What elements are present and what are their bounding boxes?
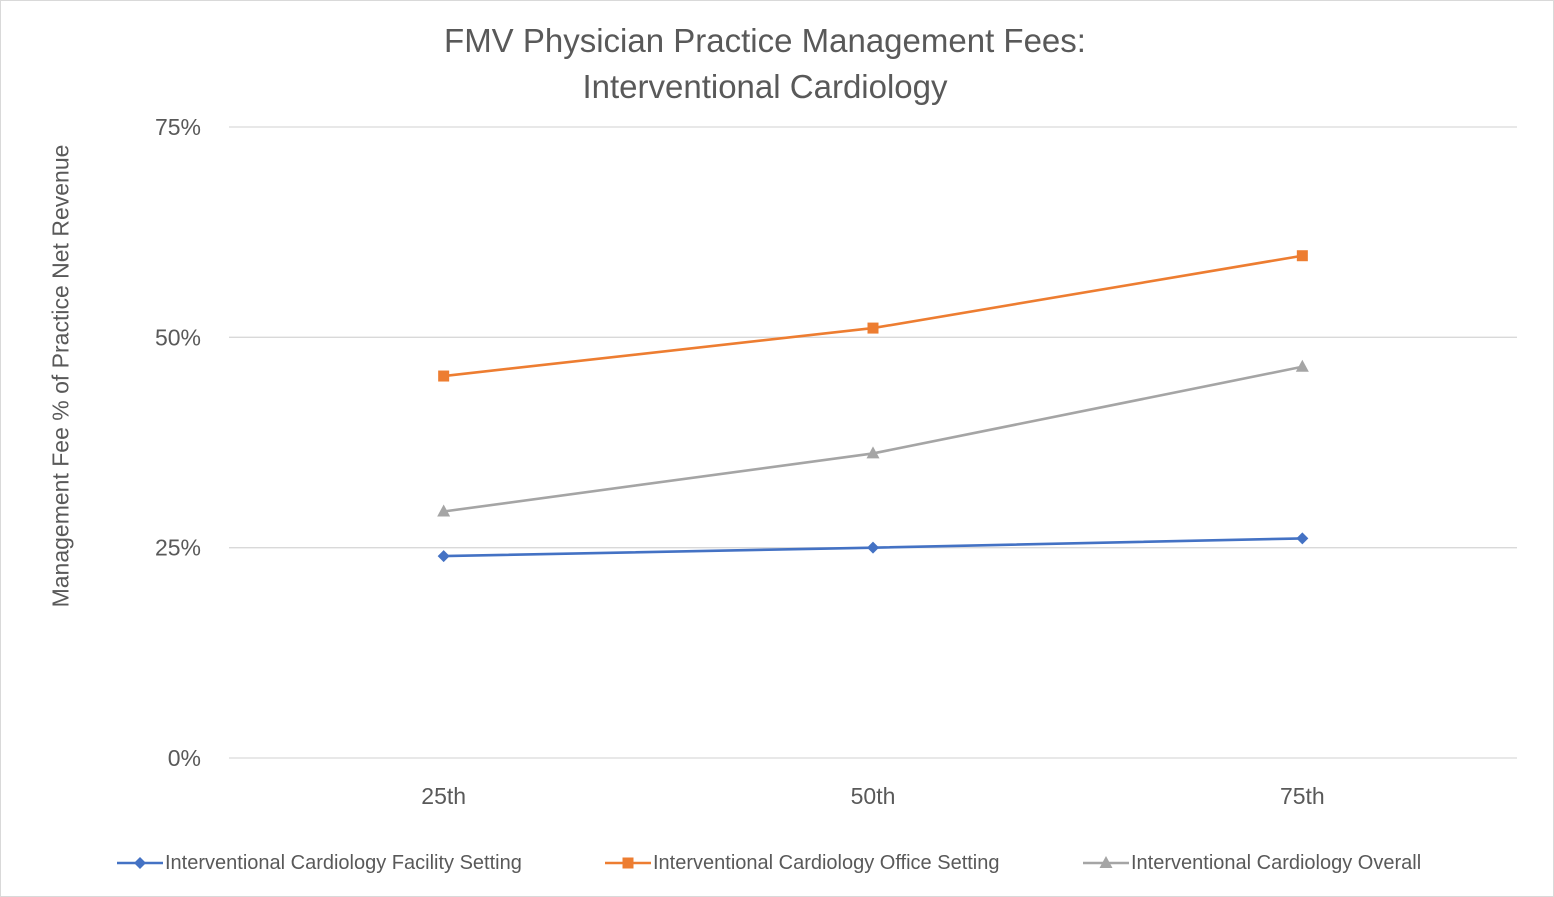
chart-title: FMV Physician Practice Management Fees: … bbox=[0, 18, 1530, 110]
chart-title-line-1: FMV Physician Practice Management Fees: bbox=[444, 22, 1086, 59]
legend-marker bbox=[1099, 856, 1113, 868]
data-point bbox=[437, 550, 450, 563]
data-point bbox=[1296, 532, 1309, 545]
x-tick-label: 75th bbox=[1280, 783, 1325, 809]
data-point bbox=[437, 504, 451, 517]
data-point bbox=[1296, 250, 1308, 262]
legend-item: Interventional Cardiology Facility Setti… bbox=[117, 846, 522, 880]
series-lines bbox=[437, 250, 1309, 563]
data-point bbox=[866, 446, 880, 459]
x-tick-label: 50th bbox=[851, 783, 896, 809]
legend-marker bbox=[134, 857, 146, 869]
legend-swatch bbox=[1083, 856, 1129, 868]
legend-swatch bbox=[605, 857, 651, 869]
data-point bbox=[867, 541, 879, 554]
y-axis-ticks: 0% 25% 50% 75% bbox=[155, 114, 201, 771]
series-line-3 bbox=[442, 365, 1304, 513]
legend-swatch bbox=[117, 857, 163, 869]
series-3 bbox=[437, 359, 1309, 517]
series-1 bbox=[437, 532, 1309, 563]
legend-marker bbox=[622, 857, 634, 869]
y-tick-label: 0% bbox=[168, 745, 201, 771]
y-tick-label: 75% bbox=[155, 114, 201, 140]
legend-item: Interventional Cardiology Office Setting bbox=[605, 846, 1000, 880]
legend: Interventional Cardiology Facility Setti… bbox=[0, 846, 1554, 880]
x-axis-ticks: 25th 50th 75th bbox=[421, 783, 1324, 809]
y-tick-label: 50% bbox=[155, 324, 201, 350]
legend-label: Interventional Cardiology Office Setting bbox=[653, 851, 1000, 874]
x-tick-label: 25th bbox=[421, 783, 466, 809]
data-point bbox=[438, 370, 450, 382]
legend-item: Interventional Cardiology Overall bbox=[1083, 846, 1421, 880]
legend-label: Interventional Cardiology Facility Setti… bbox=[165, 851, 522, 874]
data-point bbox=[1295, 359, 1309, 372]
series-2 bbox=[438, 250, 1308, 382]
data-point bbox=[867, 322, 879, 334]
gridlines bbox=[229, 126, 1517, 759]
chart-title-line-2: Interventional Cardiology bbox=[582, 68, 948, 105]
series-line-2 bbox=[442, 254, 1304, 378]
legend-label: Interventional Cardiology Overall bbox=[1131, 851, 1422, 874]
y-tick-label: 25% bbox=[155, 535, 201, 561]
